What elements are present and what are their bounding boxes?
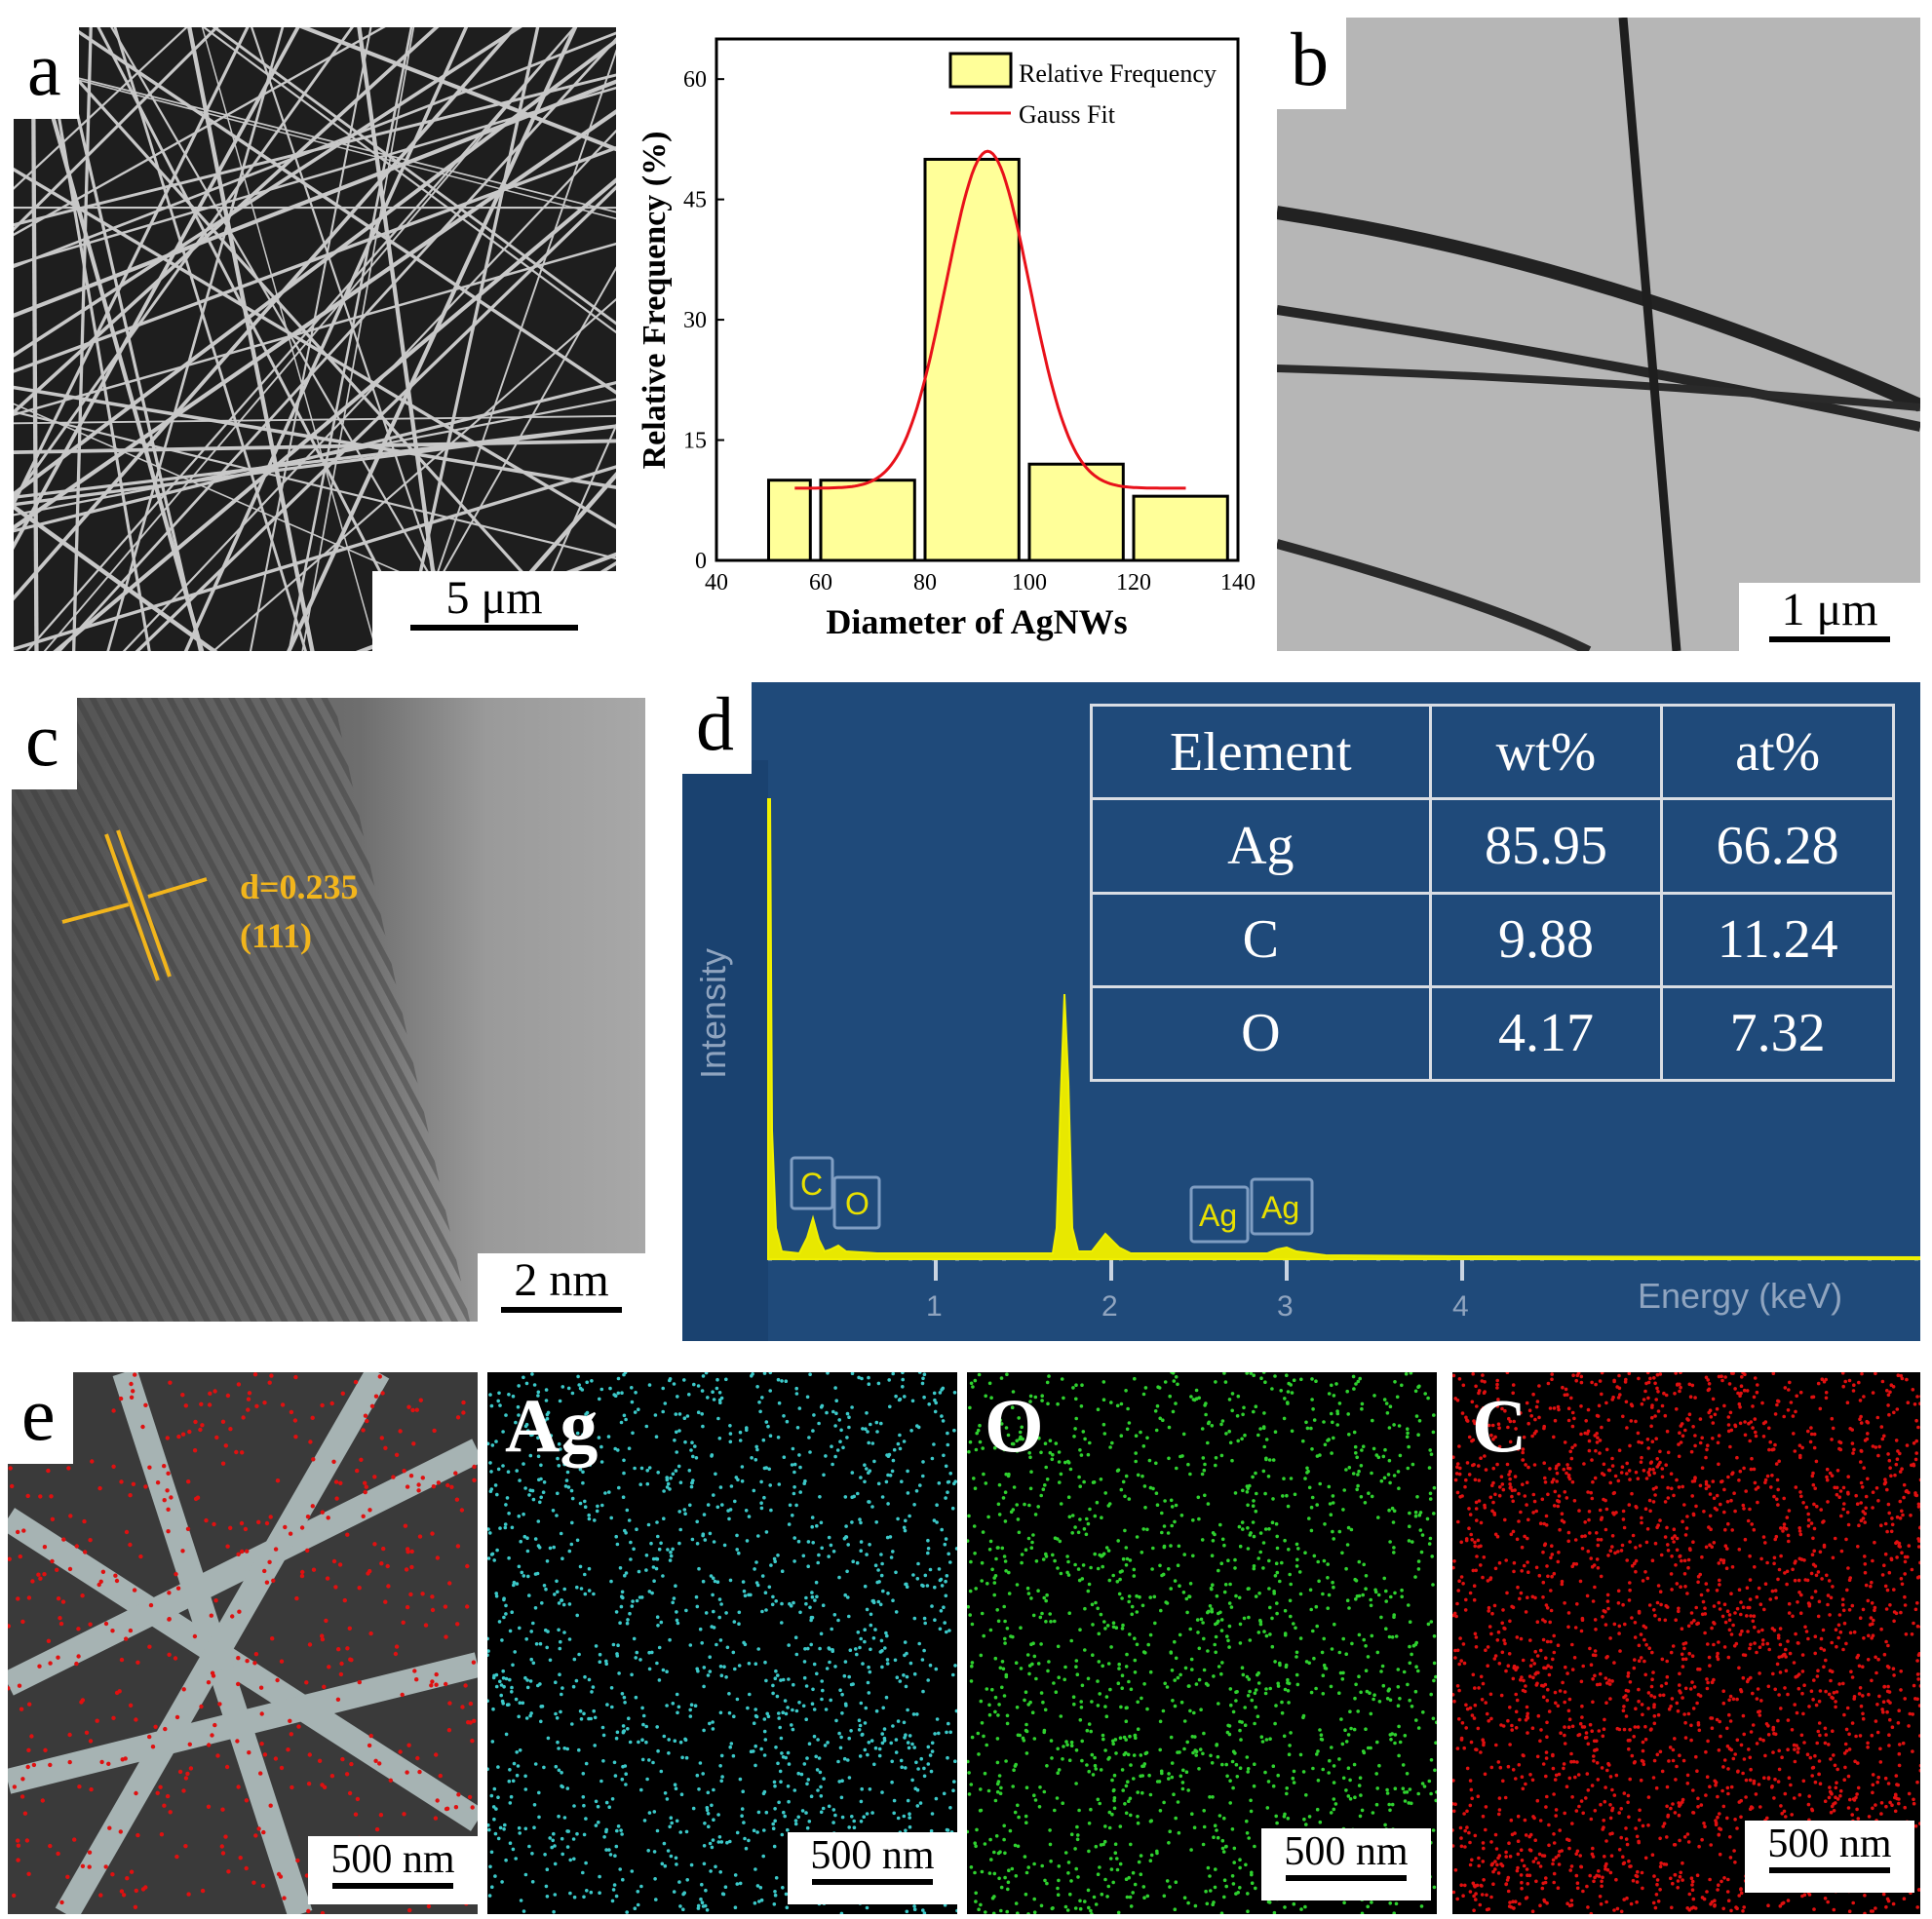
eds-peak-label-ag-1: Ag: [1199, 1198, 1237, 1233]
y-tick-label: 30: [683, 308, 707, 333]
c-map-label: C: [1472, 1383, 1527, 1468]
panel-a-histogram: 40 60 80 100 120 140 0 15 30 45 60 Relative Freque…: [634, 27, 1267, 651]
histogram-bar: [1027, 462, 1125, 562]
table-cell: 66.28: [1660, 797, 1895, 895]
panel-e-c-scale-bar: 500 nm: [1745, 1821, 1914, 1893]
tem-nanowires: [1277, 18, 1920, 651]
eds-tick-4: 4: [1452, 1290, 1469, 1323]
panel-c-label: c: [12, 698, 77, 789]
overlay-nanowires: [8, 1372, 478, 1914]
panel-a-sem-image: [14, 27, 616, 651]
panel-e-ag-scale-bar: 500 nm: [788, 1832, 957, 1904]
ag-map-label: Ag: [505, 1383, 599, 1468]
histogram-bar: [767, 479, 812, 562]
panel-b-scale-bar: 1 μm: [1739, 583, 1920, 651]
scale-bar-text: 500 nm: [810, 1833, 935, 1878]
table-cell: 85.95: [1428, 797, 1664, 895]
x-tick-label: 60: [809, 570, 832, 595]
table-cell: C: [1090, 891, 1432, 988]
eds-spectrum-plot: Intensity Energy (keV) 1 2 3 4 C O Ag Ag: [682, 760, 1920, 1341]
panel-c-scale-bar: 2 nm: [478, 1253, 645, 1322]
eds-x-ticks: [934, 1259, 1464, 1281]
lattice-spacing-marker: [61, 829, 208, 981]
x-tick-label: 120: [1116, 570, 1151, 595]
table-row: C 9.88 11.24: [1090, 891, 1895, 988]
table-cell: 11.24: [1660, 891, 1895, 988]
x-tick-label: 80: [913, 570, 937, 595]
lattice-plane-label: (111): [240, 916, 312, 955]
eds-tick-3: 3: [1277, 1290, 1294, 1323]
panel-e-o-scale-bar: 500 nm: [1261, 1828, 1431, 1900]
eds-peak-label-o: O: [845, 1186, 869, 1221]
y-tick-label: 45: [683, 188, 707, 213]
eds-spectrum-trace: [767, 798, 1920, 1260]
table-cell: Ag: [1090, 797, 1432, 895]
panel-e-o-map: [967, 1372, 1437, 1914]
panel-a-label: a: [14, 27, 79, 119]
panel-e-overlay-scale-bar: 500 nm: [308, 1836, 478, 1904]
x-tick-label: 40: [705, 570, 728, 595]
table-row: O 4.17 7.32: [1090, 984, 1895, 1083]
gauss-fit-line: [794, 149, 1186, 490]
panel-d-label: d: [682, 682, 752, 774]
table-cell: 9.88: [1428, 891, 1664, 988]
panel-e-ag-map: [487, 1372, 957, 1914]
panel-e-overlay-map: [8, 1372, 478, 1914]
eds-y-axis-label: Intensity: [693, 948, 733, 1079]
eds-tick-1: 1: [926, 1290, 943, 1323]
eds-x-axis-label: Energy (keV): [1638, 1276, 1842, 1316]
table-cell: 7.32: [1660, 984, 1895, 1083]
histogram-bar: [819, 479, 916, 562]
histogram-bar: [923, 157, 1021, 562]
scale-bar-text: 500 nm: [1767, 1822, 1892, 1866]
scale-bar-text: 500 nm: [1284, 1829, 1409, 1874]
eds-peak-label-c: C: [800, 1167, 823, 1202]
eds-peak-label-ag-2: Ag: [1261, 1190, 1299, 1225]
x-tick-label: 140: [1220, 570, 1256, 595]
eds-tick-2: 2: [1101, 1290, 1118, 1323]
y-tick-label: 15: [683, 429, 707, 454]
lattice-spacing-label: d=0.235: [240, 867, 359, 906]
y-tick-label: 0: [695, 549, 707, 574]
x-tick-label: 100: [1012, 570, 1047, 595]
legend-entry-gauss-fit: Gauss Fit: [1019, 100, 1116, 129]
table-header-cell: wt%: [1428, 703, 1664, 801]
table-cell: 4.17: [1428, 984, 1664, 1083]
scale-bar-text: 1 μm: [1781, 584, 1878, 635]
y-tick-label: 60: [683, 67, 707, 93]
table-row: Ag 85.95 66.28: [1090, 797, 1895, 895]
legend-entry-relative-frequency: Relative Frequency: [1019, 59, 1217, 88]
y-axis-label: Relative Frequency (%): [637, 132, 673, 470]
sem-nanowires: [14, 27, 616, 651]
table-header-cell: Element: [1090, 703, 1432, 801]
diameter-histogram: 40 60 80 100 120 140 0 15 30 45 60 Relative Freque…: [637, 37, 1256, 641]
eds-composition-table: Element wt% at% Ag 85.95 66.28 C 9.88 11…: [1090, 703, 1895, 1083]
histogram-bar: [1132, 494, 1229, 562]
x-axis-label: Diameter of AgNWs: [826, 602, 1127, 641]
panel-b-label: b: [1277, 18, 1346, 109]
table-cell: O: [1090, 984, 1432, 1083]
o-map-label: O: [985, 1383, 1044, 1468]
table-header-cell: at%: [1660, 703, 1895, 801]
panel-e-label: e: [8, 1372, 73, 1464]
legend-swatch-bar: [948, 52, 1013, 89]
scale-bar-text: 5 μm: [445, 572, 543, 624]
scale-bar-text: 2 nm: [514, 1254, 609, 1306]
hrtem-lattice: d=0.235 (111): [12, 698, 645, 1322]
panel-b-tem-image: [1277, 18, 1920, 651]
o-map-dots: [967, 1372, 1437, 1914]
scale-bar-text: 500 nm: [330, 1837, 455, 1882]
panel-a-scale-bar: 5 μm: [372, 571, 616, 651]
panel-c-hrtem-image: d=0.235 (111): [12, 698, 645, 1322]
table-header-row: Element wt% at%: [1090, 703, 1895, 801]
